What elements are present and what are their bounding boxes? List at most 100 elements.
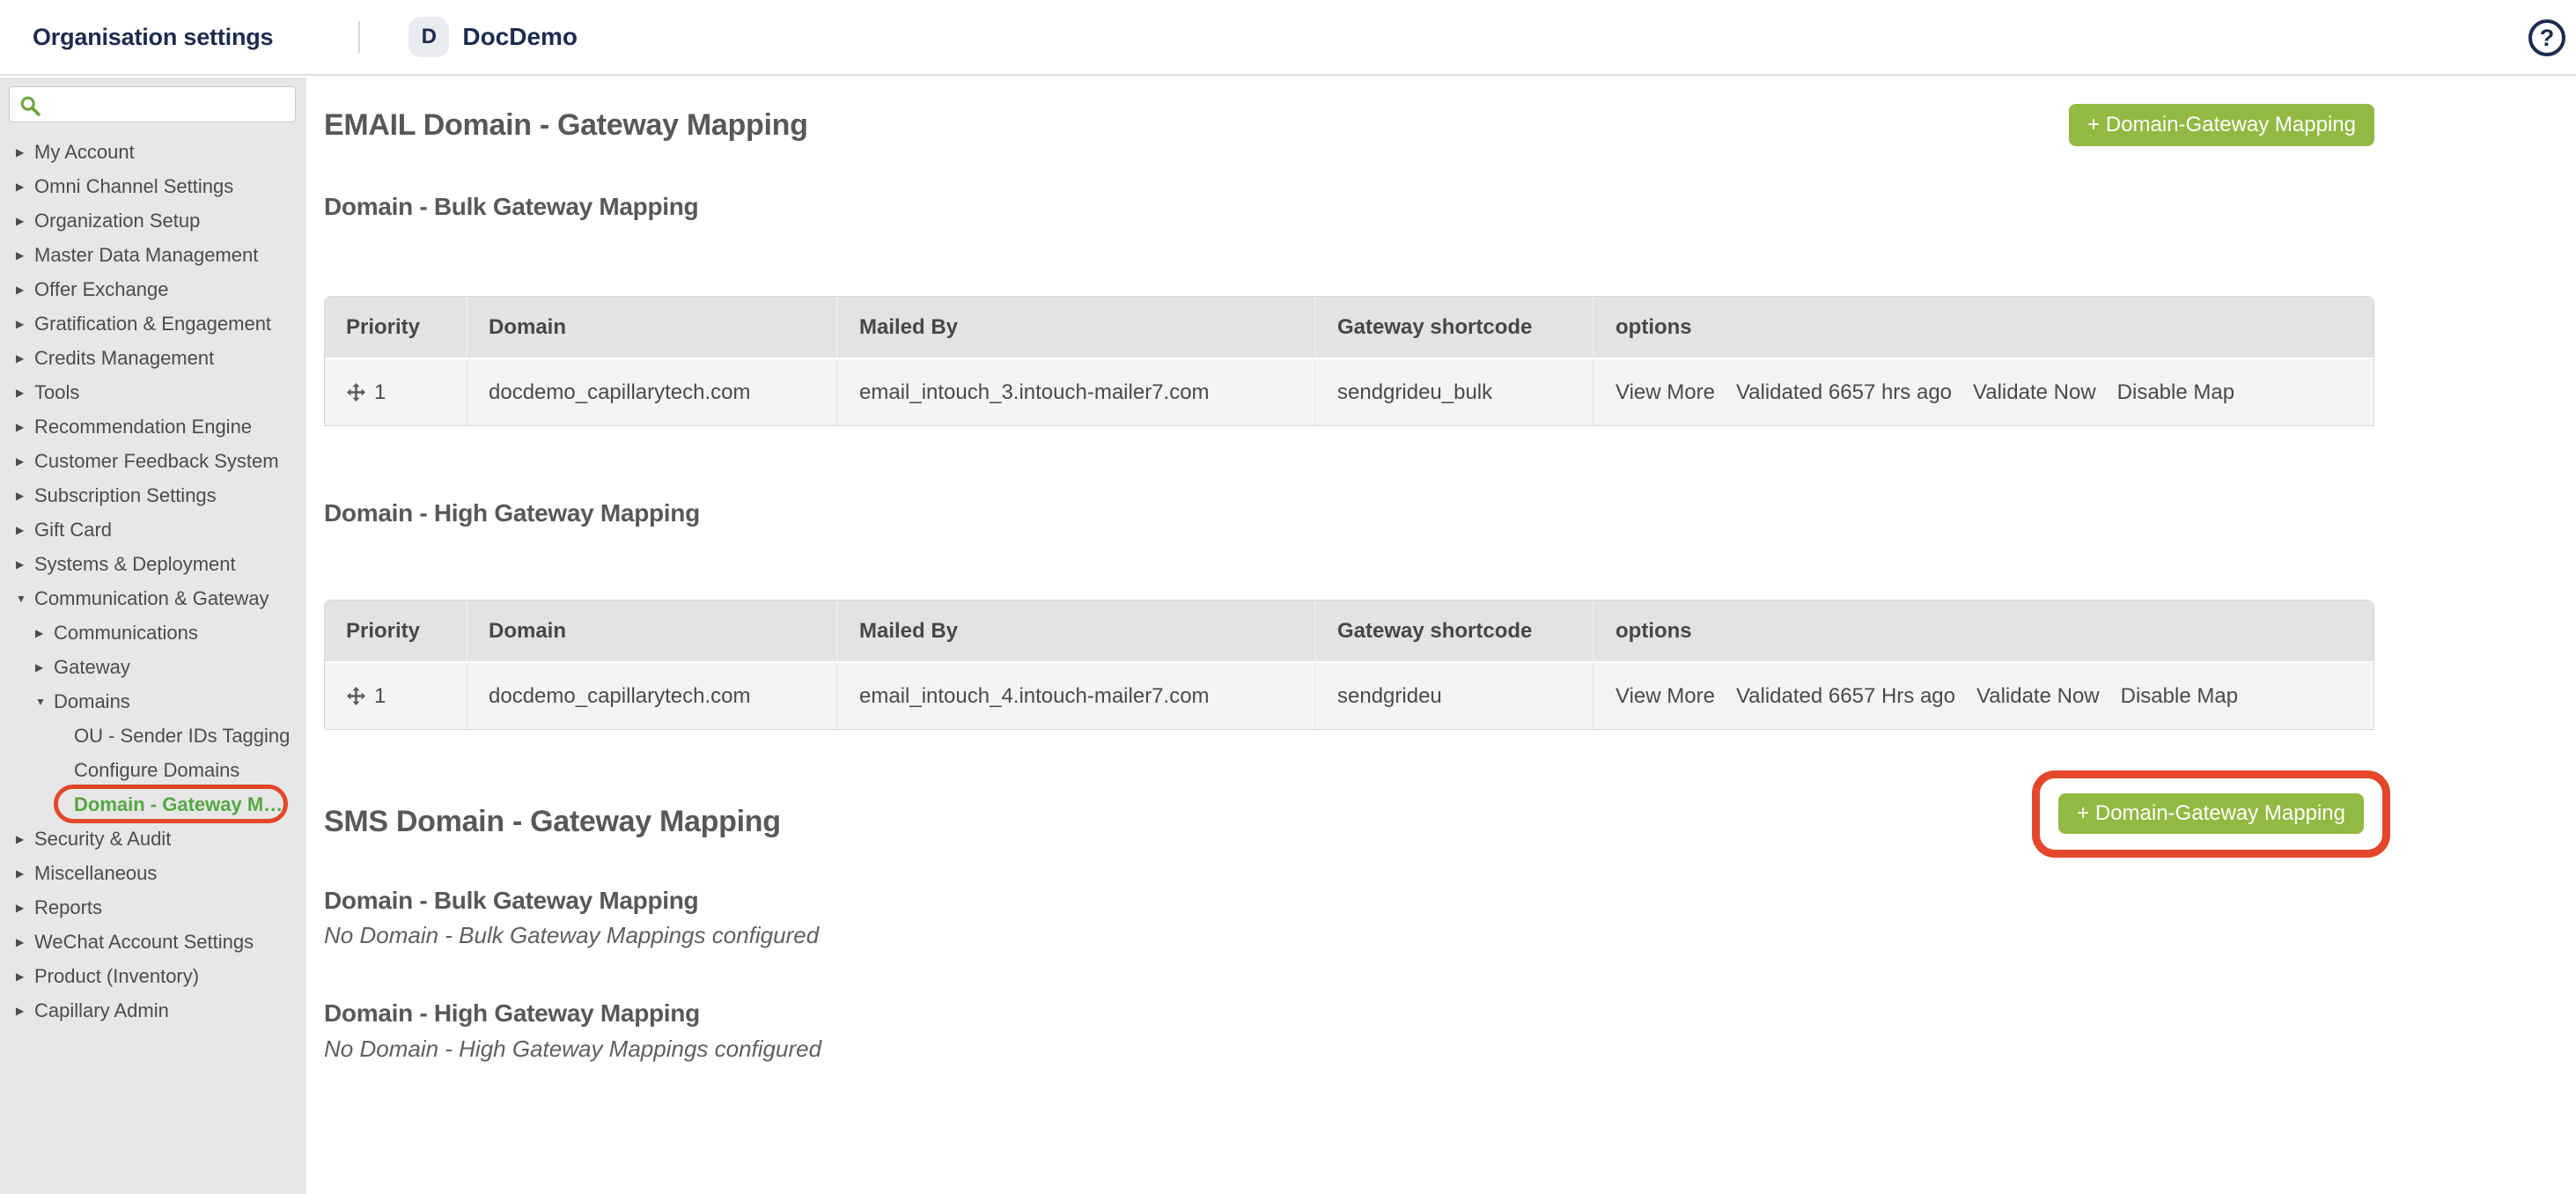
drag-move-icon[interactable] bbox=[346, 382, 366, 402]
column-header-domain: Domain bbox=[466, 297, 836, 357]
sidebar-item-gift-card[interactable]: ▶ Gift Card bbox=[16, 518, 113, 541]
expand-arrow-icon: ▶ bbox=[16, 454, 25, 468]
expand-arrow-icon: ▶ bbox=[16, 901, 25, 914]
sidebar-item-wechat-account-settings[interactable]: ▶ WeChat Account Settings bbox=[16, 930, 254, 953]
main-content: EMAIL Domain - Gateway Mapping + Domain-… bbox=[306, 77, 2576, 1194]
column-header-domain: Domain bbox=[466, 601, 836, 661]
add-domain-gateway-mapping-button-sms[interactable]: + Domain-Gateway Mapping bbox=[2058, 793, 2364, 834]
column-header-options: options bbox=[1593, 601, 2374, 661]
divider bbox=[358, 21, 361, 53]
drag-move-icon[interactable] bbox=[346, 686, 366, 706]
expand-arrow-icon: ▶ bbox=[16, 523, 25, 536]
page-title: Organisation settings bbox=[33, 23, 274, 50]
sidebar-item-miscellaneous[interactable]: ▶ Miscellaneous bbox=[16, 861, 158, 884]
table-header-row: Priority Domain Mailed By Gateway shortc… bbox=[325, 297, 2374, 357]
view-more-link[interactable]: View More bbox=[1616, 683, 1715, 708]
domain-cell: docdemo_capillarytech.com bbox=[466, 359, 836, 425]
sidebar-item-tools[interactable]: ▶ Tools bbox=[16, 380, 80, 403]
table-header-row: Priority Domain Mailed By Gateway shortc… bbox=[325, 601, 2374, 661]
sidebar-item-domains[interactable]: ▼ Domains bbox=[35, 689, 130, 712]
sidebar-search[interactable] bbox=[9, 86, 296, 122]
sidebar-item-customer-feedback-system[interactable]: ▶ Customer Feedback System bbox=[16, 449, 279, 472]
sidebar-menu: ▶ My Account ▶ Omni Channel Settings ▶ Orga… bbox=[0, 135, 306, 1028]
sidebar-item-ou-sender-ids-tagging[interactable]: OU - Sender IDs Tagging bbox=[74, 724, 291, 747]
search-icon bbox=[20, 96, 40, 116]
view-more-link[interactable]: View More bbox=[1616, 380, 1715, 404]
column-header-priority: Priority bbox=[346, 314, 421, 339]
expand-arrow-icon: ▶ bbox=[16, 248, 25, 262]
sidebar-item-product-inventory[interactable]: ▶ Product (Inventory) bbox=[16, 964, 200, 987]
org-avatar[interactable]: D bbox=[408, 17, 450, 57]
expand-arrow-icon: ▶ bbox=[16, 489, 25, 502]
sidebar-item-organization-setup[interactable]: ▶ Organization Setup bbox=[16, 209, 201, 232]
collapse-arrow-icon: ▼ bbox=[16, 592, 26, 605]
sms-section-title: SMS Domain - Gateway Mapping bbox=[324, 804, 781, 838]
disable-map-link[interactable]: Disable Map bbox=[2116, 380, 2235, 404]
column-header-gateway-shortcode: Gateway shortcode bbox=[1314, 297, 1593, 357]
sidebar-item-master-data-management[interactable]: ▶ Master Data Management bbox=[16, 243, 259, 266]
expand-arrow-icon: ▶ bbox=[35, 626, 44, 639]
sidebar-item-subscription-settings[interactable]: ▶ Subscription Settings bbox=[16, 483, 217, 506]
options-cell: View More Validated 6657 Hrs ago Validat… bbox=[1593, 663, 2374, 729]
validated-status-text: Validated 6657 hrs ago bbox=[1735, 380, 1953, 404]
gateway-shortcode-cell: sendgrideu bbox=[1314, 663, 1593, 729]
expand-arrow-icon: ▶ bbox=[16, 145, 25, 158]
expand-arrow-icon: ▶ bbox=[16, 214, 25, 227]
help-icon[interactable]: ? bbox=[2528, 19, 2565, 56]
column-header-priority: Priority bbox=[346, 618, 421, 643]
email-section-title: EMAIL Domain - Gateway Mapping bbox=[324, 108, 808, 142]
sidebar-item-offer-exchange[interactable]: ▶ Offer Exchange bbox=[16, 277, 169, 300]
search-input[interactable] bbox=[10, 87, 295, 122]
email-high-table: Priority Domain Mailed By Gateway shortc… bbox=[324, 600, 2374, 730]
table-row: 1 docdemo_capillarytech.com email_intouc… bbox=[325, 357, 2374, 425]
sidebar-item-reports[interactable]: ▶ Reports bbox=[16, 896, 103, 918]
options-cell: View More Validated 6657 hrs ago Validat… bbox=[1593, 359, 2374, 425]
add-domain-gateway-mapping-button-email[interactable]: + Domain-Gateway Mapping bbox=[2069, 104, 2374, 146]
validated-status-text: Validated 6657 Hrs ago bbox=[1735, 683, 1955, 708]
sidebar-item-communication-gateway[interactable]: ▼ Communication & Gateway bbox=[16, 586, 269, 609]
sidebar-item-recommendation-engine[interactable]: ▶ Recommendation Engine bbox=[16, 415, 253, 438]
org-name[interactable]: DocDemo bbox=[462, 23, 578, 50]
sidebar-item-systems-deployment[interactable]: ▶ Systems & Deployment bbox=[16, 552, 236, 575]
sidebar-item-omni-channel-settings[interactable]: ▶ Omni Channel Settings bbox=[16, 174, 234, 197]
expand-arrow-icon: ▶ bbox=[16, 557, 25, 571]
expand-arrow-icon: ▶ bbox=[16, 351, 25, 365]
sidebar-item-my-account[interactable]: ▶ My Account bbox=[16, 140, 135, 163]
priority-cell: 1 bbox=[325, 359, 466, 425]
expand-arrow-icon: ▶ bbox=[16, 420, 25, 433]
sidebar-item-domain-gateway-mapping[interactable]: Domain - Gateway M… bbox=[74, 792, 283, 815]
column-header-mailed-by: Mailed By bbox=[836, 297, 1314, 357]
column-header-mailed-by: Mailed By bbox=[836, 601, 1314, 661]
sidebar-item-gateway[interactable]: ▶ Gateway bbox=[35, 655, 130, 678]
expand-arrow-icon: ▶ bbox=[16, 317, 25, 330]
mailed-by-cell: email_intouch_4.intouch-mailer7.com bbox=[836, 663, 1314, 729]
domain-cell: docdemo_capillarytech.com bbox=[466, 663, 836, 729]
table-row: 1 docdemo_capillarytech.com email_intouc… bbox=[325, 661, 2374, 729]
email-bulk-heading: Domain - Bulk Gateway Mapping bbox=[324, 193, 699, 220]
expand-arrow-icon: ▶ bbox=[16, 866, 25, 880]
collapse-arrow-icon: ▼ bbox=[35, 695, 46, 708]
sidebar-item-communications[interactable]: ▶ Communications bbox=[35, 621, 198, 644]
sidebar-item-credits-management[interactable]: ▶ Credits Management bbox=[16, 346, 215, 369]
sidebar-item-gratification-engagement[interactable]: ▶ Gratification & Engagement bbox=[16, 312, 272, 335]
expand-arrow-icon: ▶ bbox=[16, 283, 25, 296]
email-bulk-table: Priority Domain Mailed By Gateway shortc… bbox=[324, 296, 2374, 426]
expand-arrow-icon: ▶ bbox=[16, 386, 25, 399]
column-header-options: options bbox=[1593, 297, 2374, 357]
email-high-heading: Domain - High Gateway Mapping bbox=[324, 499, 700, 527]
expand-arrow-icon: ▶ bbox=[35, 660, 44, 674]
sidebar-item-capillary-admin[interactable]: ▶ Capillary Admin bbox=[16, 999, 169, 1021]
annotation-ring-button: + Domain-Gateway Mapping bbox=[2032, 770, 2390, 858]
expand-arrow-icon: ▶ bbox=[16, 1004, 25, 1017]
disable-map-link[interactable]: Disable Map bbox=[2120, 683, 2239, 708]
validate-now-link[interactable]: Validate Now bbox=[1973, 380, 2096, 404]
sidebar-item-security-audit[interactable]: ▶ Security & Audit bbox=[16, 827, 172, 850]
validate-now-link[interactable]: Validate Now bbox=[1976, 683, 2100, 708]
expand-arrow-icon: ▶ bbox=[16, 969, 25, 983]
expand-arrow-icon: ▶ bbox=[16, 935, 25, 948]
sms-high-heading: Domain - High Gateway Mapping bbox=[324, 999, 700, 1027]
sidebar-item-configure-domains[interactable]: Configure Domains bbox=[74, 758, 240, 781]
sms-bulk-heading: Domain - Bulk Gateway Mapping bbox=[324, 887, 699, 914]
sms-high-empty-text: No Domain - High Gateway Mappings config… bbox=[324, 1036, 822, 1062]
top-bar: Organisation settings D DocDemo ? bbox=[0, 0, 2576, 76]
